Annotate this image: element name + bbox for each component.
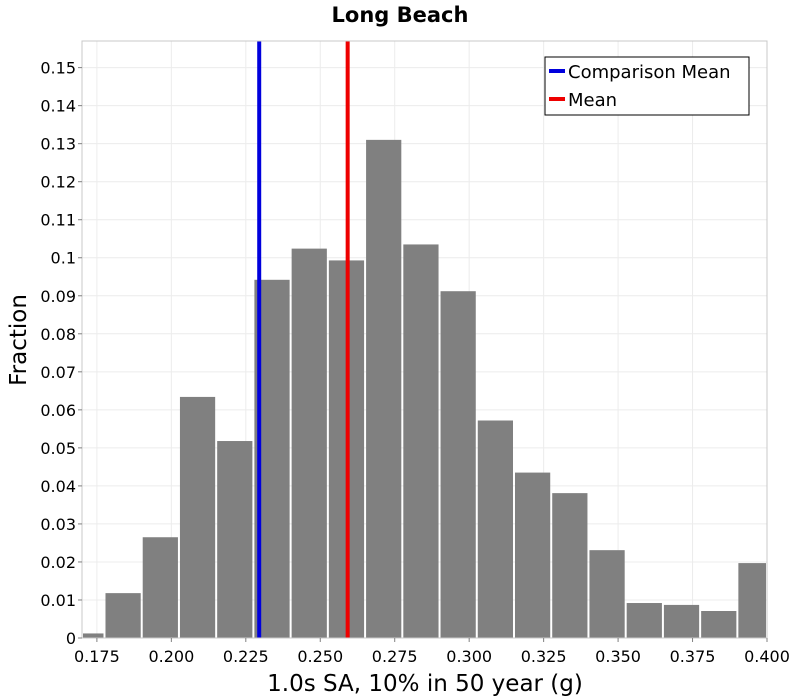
x-tick-label: 0.400 bbox=[744, 647, 790, 666]
x-tick-label: 0.300 bbox=[446, 647, 492, 666]
histogram-bar bbox=[179, 396, 216, 638]
histogram-bar bbox=[738, 563, 766, 638]
histogram-bar bbox=[83, 633, 104, 638]
y-tick-label: 0.09 bbox=[40, 287, 76, 306]
legend-label-mean: Mean bbox=[568, 90, 617, 111]
histogram-bar bbox=[403, 244, 439, 638]
y-tick-label: 0.03 bbox=[40, 515, 76, 534]
y-tick-label: 0.14 bbox=[40, 97, 76, 116]
legend-box bbox=[544, 56, 750, 116]
y-tick-label: 0.1 bbox=[51, 249, 76, 268]
histogram-bar bbox=[105, 593, 141, 638]
y-tick-label: 0.13 bbox=[40, 135, 76, 154]
plot-frame bbox=[81, 40, 768, 639]
y-tick-label: 0.07 bbox=[40, 363, 76, 382]
x-tick-label: 0.325 bbox=[521, 647, 567, 666]
histogram-bar bbox=[366, 139, 402, 638]
y-tick-label: 0.11 bbox=[40, 211, 76, 230]
x-axis-ticks: 0.175 0.200 0.225 0.250 0.275 0.300 0.325 0.350… bbox=[74, 638, 790, 666]
histogram-bar bbox=[701, 611, 737, 638]
y-tick-label: 0.06 bbox=[40, 401, 76, 420]
y-tick-label: 0.05 bbox=[40, 439, 76, 458]
histogram-bar bbox=[663, 604, 700, 638]
histogram-bar bbox=[589, 550, 625, 638]
x-tick-label: 0.200 bbox=[148, 647, 194, 666]
y-axis-ticks: 0 0.01 0.02 0.03 0.04 0.05 0.06 0.07 0.08 0.09 0.1… bbox=[40, 59, 82, 648]
x-tick-label: 0.175 bbox=[74, 647, 120, 666]
y-axis-label: Fraction bbox=[6, 294, 32, 386]
y-tick-label: 0.15 bbox=[40, 59, 76, 78]
y-tick-label: 0.08 bbox=[40, 325, 76, 344]
legend: Comparison Mean Mean bbox=[544, 56, 750, 116]
histogram-bars bbox=[83, 139, 766, 638]
y-tick-label: 0.02 bbox=[40, 553, 76, 572]
y-tick-label: 0.01 bbox=[40, 591, 76, 610]
histogram-bar bbox=[552, 493, 588, 638]
x-tick-label: 0.225 bbox=[223, 647, 269, 666]
histogram-bar bbox=[440, 291, 476, 638]
histogram-bar bbox=[142, 537, 178, 638]
y-tick-label: 0.04 bbox=[40, 477, 76, 496]
histogram-bar bbox=[477, 420, 513, 638]
histogram-bar bbox=[626, 603, 662, 638]
x-tick-label: 0.250 bbox=[297, 647, 343, 666]
chart-title: Long Beach bbox=[332, 3, 469, 27]
legend-label-comparison-mean: Comparison Mean bbox=[568, 62, 731, 83]
x-tick-label: 0.275 bbox=[372, 647, 418, 666]
histogram-bar bbox=[217, 441, 253, 638]
x-tick-label: 0.375 bbox=[670, 647, 716, 666]
histogram-bar bbox=[291, 248, 327, 638]
histogram-bar bbox=[514, 472, 551, 638]
x-tick-label: 0.350 bbox=[595, 647, 641, 666]
mean-lines bbox=[257, 41, 350, 638]
y-tick-label: 0 bbox=[66, 629, 76, 648]
x-axis-label: 1.0s SA, 10% in 50 year (g) bbox=[267, 671, 583, 697]
y-tick-label: 0.12 bbox=[40, 173, 76, 192]
